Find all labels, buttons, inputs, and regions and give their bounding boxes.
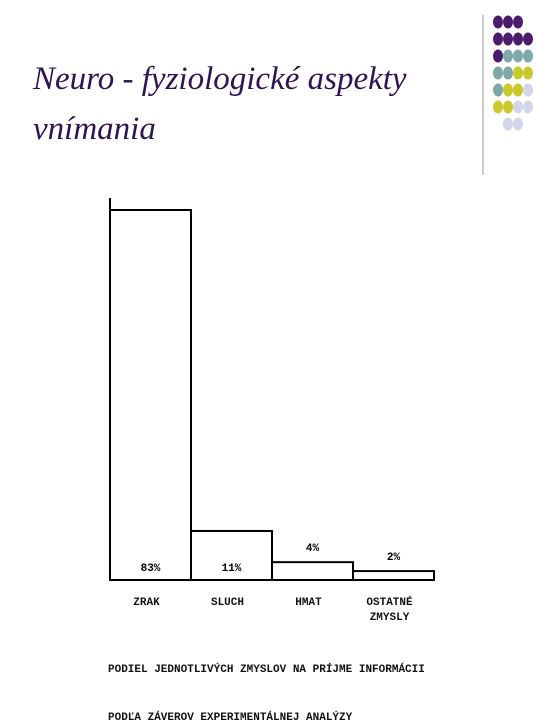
dot [493, 15, 503, 29]
dot [503, 117, 513, 131]
caption-line: PODĽA ZÁVEROV EXPERIMENTÁLNEJ ANALÝZY [108, 712, 353, 723]
value-label: 11% [222, 563, 242, 575]
dot [503, 83, 513, 97]
dot [523, 49, 533, 63]
x-tick-label: HMAT [295, 597, 322, 609]
dot [503, 49, 513, 63]
dot [503, 100, 513, 114]
value-label: 4% [306, 543, 320, 555]
slide-title: Neuro - fyziologické aspekty vnímania [33, 61, 407, 147]
dot [523, 32, 533, 46]
bar [190, 529, 273, 582]
x-tick-label: SLUCH [210, 597, 244, 609]
dot [493, 83, 503, 97]
bar [109, 209, 192, 581]
dot [523, 100, 533, 114]
value-label: 83% [141, 563, 161, 575]
caption-line: PODIEL JEDNOTLIVÝCH ZMYSLOV NA PRÍJME IN… [108, 664, 425, 676]
bar [271, 561, 354, 582]
caption: PODIEL JEDNOTLIVÝCH ZMYSLOV NA PRÍJME IN… [108, 630, 425, 723]
dot [513, 32, 523, 46]
dot [493, 66, 503, 80]
dot [513, 15, 523, 29]
bar [352, 570, 435, 582]
dot [493, 49, 503, 63]
dot [513, 66, 523, 80]
dot [523, 83, 533, 97]
dot [503, 32, 513, 46]
x-tick-label: OSTATNÉ ZMYSLY [366, 597, 413, 624]
dot [523, 66, 533, 80]
dot [493, 32, 503, 46]
dot [513, 49, 523, 63]
value-label: 2% [387, 552, 401, 564]
x-tick-label: ZRAK [133, 597, 160, 609]
dot [503, 15, 513, 29]
dot [503, 66, 513, 80]
dot [513, 83, 523, 97]
dot [493, 100, 503, 114]
dot [513, 117, 523, 131]
dot [513, 100, 523, 114]
